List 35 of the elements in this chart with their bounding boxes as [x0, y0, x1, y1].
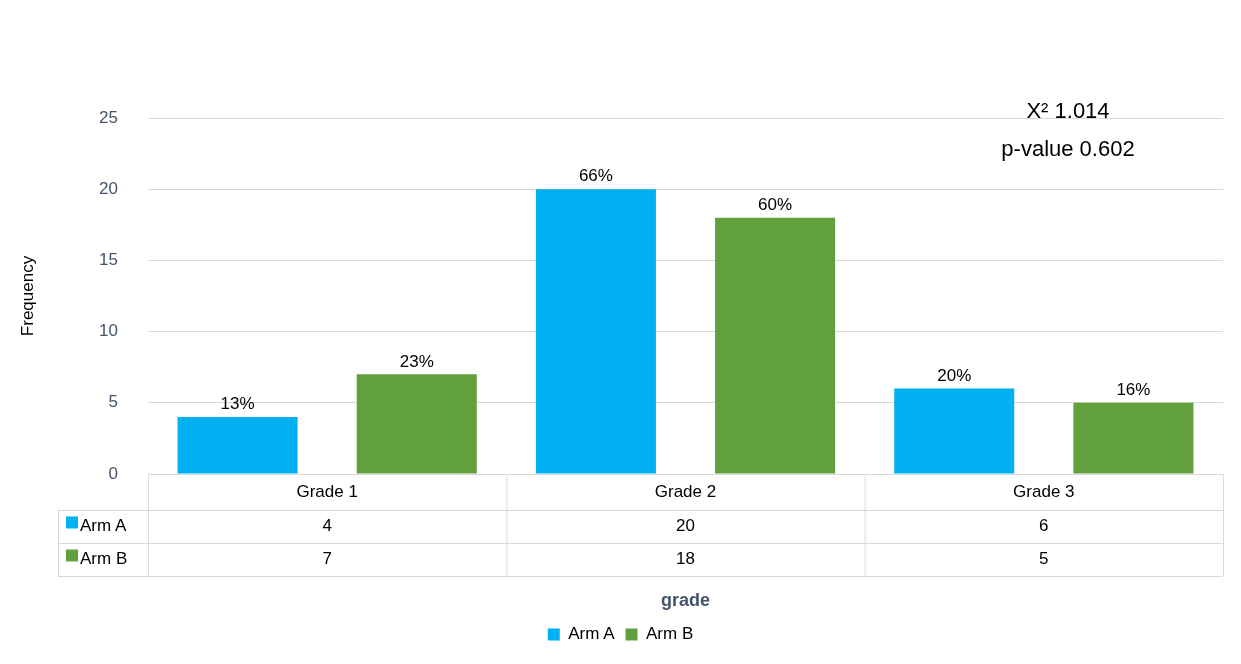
y-tick-label: 5: [108, 392, 118, 412]
y-tick-label: 20: [99, 178, 118, 198]
data-label: 4: [322, 516, 332, 536]
data-label: 7: [322, 549, 332, 569]
annotation: 13%: [220, 394, 255, 414]
data-label: 18: [676, 549, 695, 569]
annotation: 23%: [399, 351, 434, 371]
data-label: 5: [1039, 549, 1049, 569]
x-tick-label: Grade 2: [654, 481, 717, 501]
y-tick-label: 10: [99, 321, 118, 341]
text: Arm B: [80, 549, 128, 569]
annotation: 66%: [578, 166, 613, 186]
annotation: 16%: [1116, 379, 1151, 399]
annotation: 60%: [758, 194, 793, 214]
y-tick-label: 15: [99, 250, 118, 270]
y-tick-label: 0: [108, 463, 118, 483]
bar: [1073, 402, 1194, 474]
x-tick-label: Grade 3: [1013, 481, 1075, 501]
bar: [894, 388, 1015, 474]
annotation: 20%: [937, 365, 972, 385]
x-tick-label: Grade 1: [296, 481, 358, 501]
legend-label: Arm B: [646, 624, 694, 644]
y-axis-title: Frequency: [17, 255, 37, 337]
data-label: 6: [1039, 516, 1049, 536]
x-axis-title: grade: [660, 590, 711, 611]
bar: [535, 189, 656, 474]
bar: [715, 217, 836, 474]
bar: [177, 417, 298, 474]
legend-label: Arm A: [80, 516, 127, 536]
annotation: X² 1.014: [1026, 98, 1110, 124]
data-label: 20: [676, 516, 695, 536]
text: Arm A: [568, 624, 615, 644]
bar: [356, 374, 477, 474]
y-tick-label: 25: [99, 107, 118, 127]
annotation: p-value 0.602: [1001, 136, 1135, 162]
